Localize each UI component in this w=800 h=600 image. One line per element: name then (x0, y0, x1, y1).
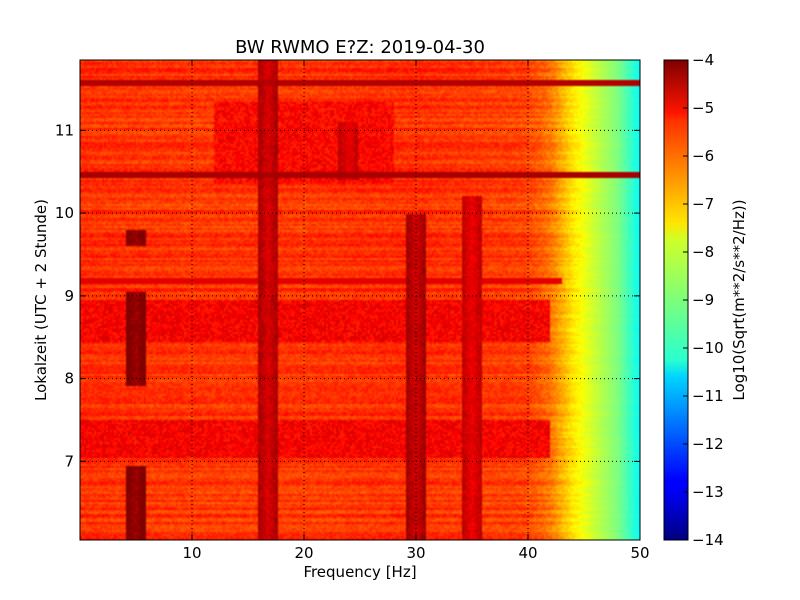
y-tick-label: 7 (64, 452, 74, 470)
colorbar-tick-label: −9 (692, 291, 714, 309)
colorbar-tick-label: −7 (692, 195, 714, 213)
y-axis-label: Lokalzeit (UTC + 2 Stunde) (32, 199, 50, 401)
y-tick-label: 11 (55, 121, 74, 139)
y-tick-label: 8 (64, 370, 74, 388)
x-tick-label: 50 (630, 544, 649, 562)
x-axis: 10 20 30 40 50 (182, 60, 650, 562)
colorbar-tick-label: −10 (692, 339, 724, 357)
y-axis: 7 8 9 10 11 (55, 121, 640, 470)
spectrogram-heatmap (80, 60, 640, 540)
colorbar-tick-label: −14 (692, 531, 724, 549)
colorbar: −4 −5 −6 −7 −8 −9 −10 −11 −12 −13 −14 Log10(Sqrt(m… (663, 51, 748, 549)
colorbar-tick-label: −4 (692, 51, 714, 69)
colorbar-tick-label: −8 (692, 243, 714, 261)
x-axis-label: Frequency [Hz] (303, 563, 416, 581)
colorbar-tick-label: −13 (692, 483, 724, 501)
colorbar-tick-label: −12 (692, 435, 724, 453)
colorbar-tick-label: −5 (692, 99, 714, 117)
y-tick-label: 10 (55, 204, 74, 222)
plot-frame (79, 59, 641, 541)
x-tick-label: 20 (294, 544, 313, 562)
colorbar-label: Log10(Sqrt(m**2/s**2/Hz)) (730, 199, 748, 400)
colorbar-tick-label: −6 (692, 147, 714, 165)
colorbar-tick-label: −11 (692, 387, 724, 405)
grid-lines (80, 60, 640, 540)
chart-title: BW RWMO E?Z: 2019-04-30 (235, 37, 485, 58)
colorbar-axis: −4 −5 −6 −7 −8 −9 −10 −11 −12 −13 −14 (683, 51, 724, 549)
heatmap-area (79, 59, 641, 541)
x-tick-label: 10 (182, 544, 201, 562)
x-tick-label: 40 (518, 544, 537, 562)
y-tick-label: 9 (64, 287, 74, 305)
x-tick-label: 30 (406, 544, 425, 562)
